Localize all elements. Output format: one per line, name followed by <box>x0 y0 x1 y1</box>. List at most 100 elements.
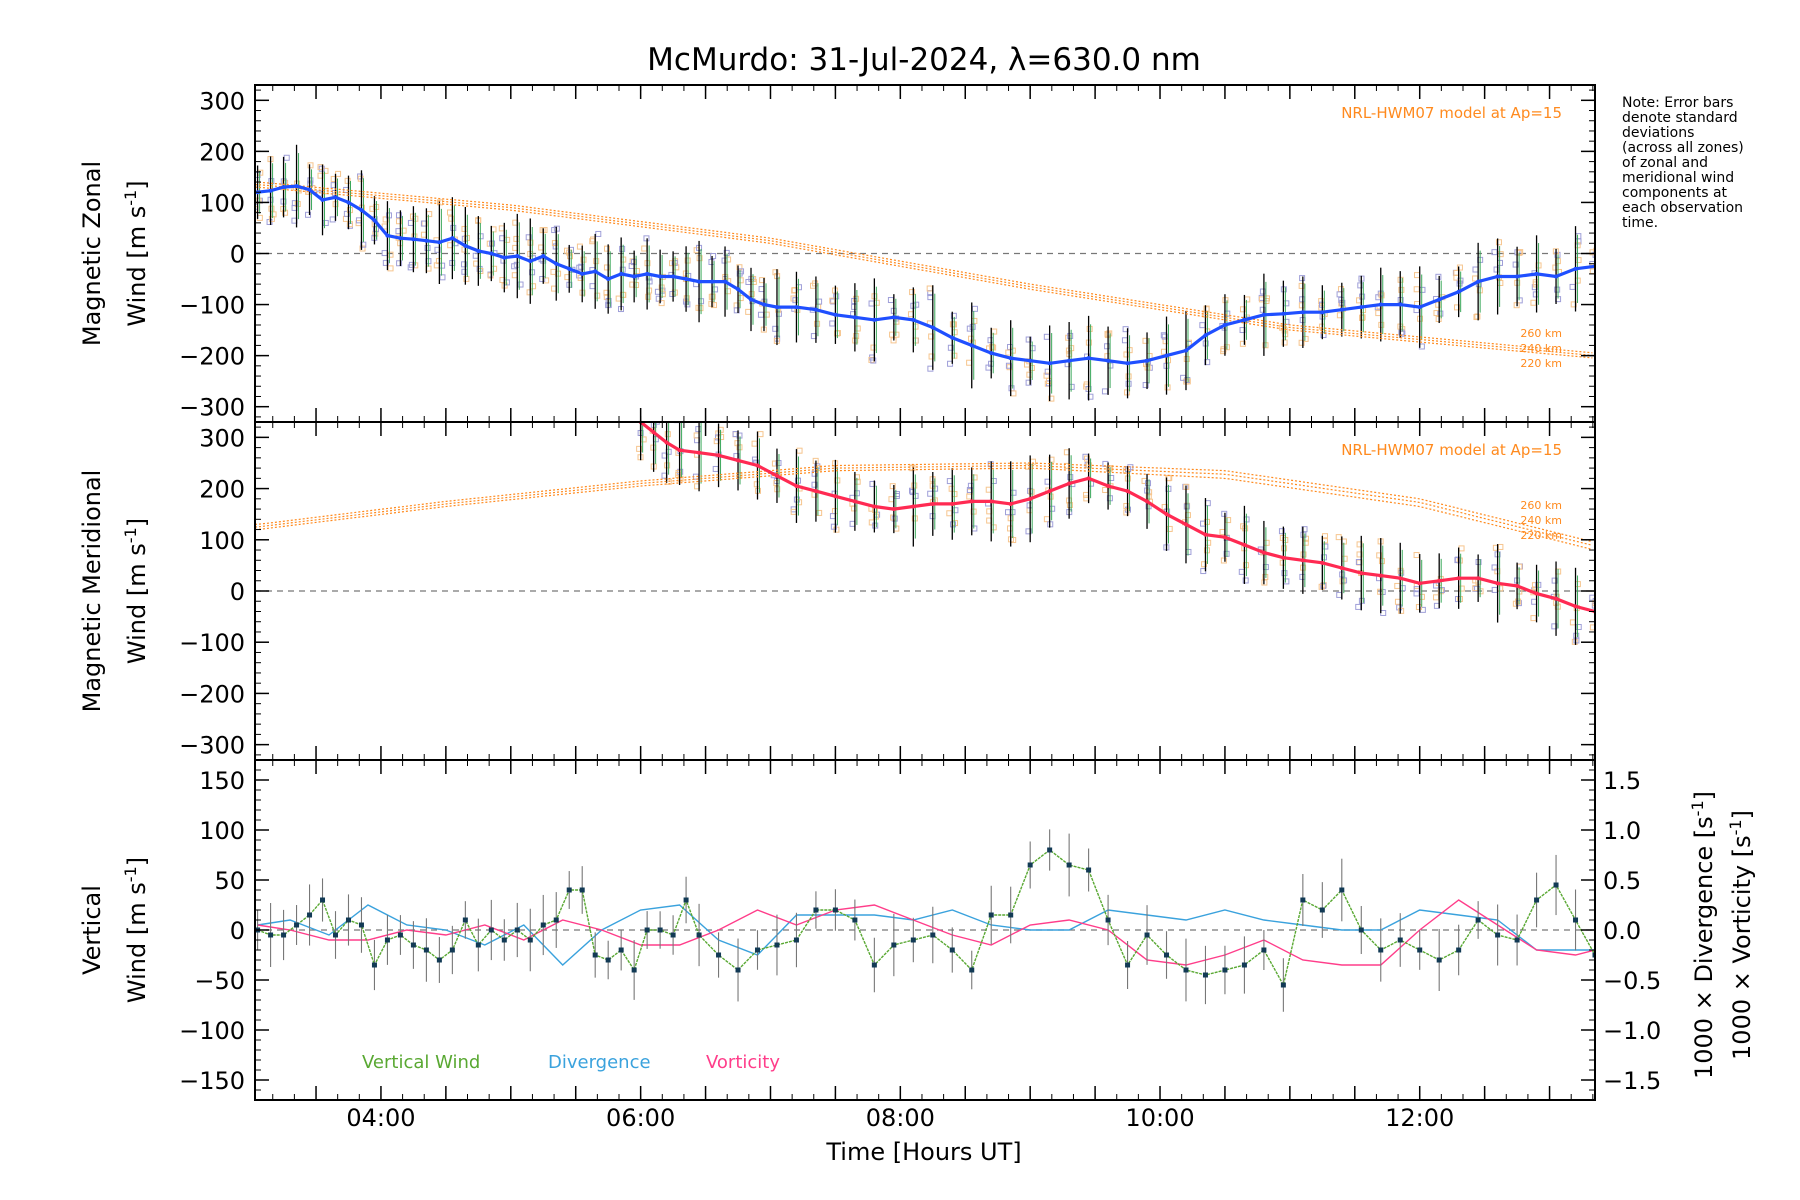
zone-point <box>1084 455 1091 462</box>
zone-point <box>1025 336 1032 343</box>
wind-point <box>1378 573 1383 578</box>
y2-tick-label: −0.5 <box>1603 967 1661 995</box>
wind-point <box>1398 576 1403 581</box>
zone-point <box>1244 296 1251 303</box>
y-tick-label: 100 <box>199 527 245 555</box>
vertical-wind-point <box>852 917 858 923</box>
wind-point <box>1456 576 1461 581</box>
vertical-wind-point <box>930 932 936 938</box>
wind-point <box>489 251 494 256</box>
wind-point <box>1067 358 1072 363</box>
zone-point <box>772 269 779 276</box>
zone-point <box>829 513 836 520</box>
zone-point <box>282 209 289 216</box>
zone-point <box>372 230 379 237</box>
wind-point <box>1028 358 1033 363</box>
wind-point <box>1125 489 1130 494</box>
zone-point <box>526 289 533 296</box>
y-tick-label: 100 <box>199 189 245 217</box>
zone-point <box>461 268 468 275</box>
x-tick-label: 12:00 <box>1385 1104 1454 1132</box>
zone-point <box>463 275 470 282</box>
zone-point <box>1220 557 1227 564</box>
zone-point <box>461 225 468 232</box>
zone-point <box>577 274 584 281</box>
wind-point <box>346 200 351 205</box>
wind-point <box>930 501 935 506</box>
zone-point <box>335 170 342 177</box>
wind-point <box>1242 317 1247 322</box>
wind-point <box>813 489 818 494</box>
zone-point <box>872 522 879 529</box>
zone-point <box>639 408 644 413</box>
y-tick-label: −100 <box>179 1017 245 1045</box>
zone-point <box>664 431 671 438</box>
plot-area <box>255 829 1595 1012</box>
x-tick-label: 06:00 <box>606 1104 675 1132</box>
zone-point <box>1458 585 1465 592</box>
model-altitude-label: 240 km <box>1520 514 1562 527</box>
vertical-wind-point <box>1086 867 1092 873</box>
wind-point <box>1067 481 1072 486</box>
wind-point <box>1339 307 1344 312</box>
zone-point <box>511 272 518 279</box>
y-tick-label: −200 <box>179 680 245 708</box>
zone-point <box>1142 382 1149 389</box>
wind-point <box>1281 311 1286 316</box>
vorticity-axis-label: 1000 × Vorticity [s-1] <box>1726 810 1756 1060</box>
zone-point <box>1068 383 1075 390</box>
time-axis: 04:00 06:00 08:00 10:00 12:00 <box>346 1104 1454 1132</box>
zone-point <box>330 175 337 182</box>
wind-point <box>619 271 624 276</box>
zone-point <box>1575 257 1582 264</box>
zone-point <box>816 509 823 516</box>
wind-point <box>1320 560 1325 565</box>
vertical-wind-point <box>644 927 650 933</box>
zone-point <box>928 353 935 360</box>
vertical-wind-point <box>527 937 533 943</box>
wind-point <box>930 325 935 330</box>
zone-point <box>1571 638 1578 645</box>
zone-point <box>1532 291 1539 298</box>
zone-point <box>1359 293 1366 300</box>
vertical-wind-point <box>488 927 494 933</box>
zonal-wind-line <box>257 184 1595 365</box>
model-curve <box>255 467 1593 550</box>
zone-point <box>1283 578 1290 585</box>
zone-point <box>1298 302 1305 309</box>
wind-point <box>1359 571 1364 576</box>
zone-point <box>1086 325 1093 332</box>
vertical-wind-point <box>1241 962 1247 968</box>
zone-point <box>1123 509 1130 516</box>
vertical-wind-point <box>1339 887 1345 893</box>
zone-point <box>1240 523 1247 530</box>
y-axis-label-line2: Wind [m s-1] <box>121 518 151 664</box>
zone-point <box>1398 286 1405 293</box>
zone-point <box>1594 592 1595 599</box>
zone-point <box>675 469 682 476</box>
zone-point <box>889 331 896 338</box>
plot-area <box>255 144 1595 402</box>
vertical-wind-point <box>307 912 313 918</box>
wind-point <box>1203 532 1208 537</box>
zone-point <box>1355 603 1362 610</box>
zone-point <box>1010 489 1017 496</box>
zone-point <box>400 227 407 234</box>
zone-point <box>893 491 900 498</box>
zone-point <box>710 253 717 260</box>
vertical-wind-point <box>462 917 468 923</box>
wind-point <box>969 499 974 504</box>
vertical-wind-point <box>618 947 624 953</box>
zone-point <box>927 365 934 372</box>
zone-point <box>530 283 537 290</box>
zone-point <box>1398 607 1405 614</box>
zone-point <box>1336 591 1343 598</box>
zone-point <box>346 221 353 228</box>
vertical-wind-point <box>1202 972 1208 978</box>
zone-point <box>966 359 973 366</box>
zone-point <box>513 235 520 242</box>
vertical-wind-point <box>949 947 955 953</box>
zone-point <box>695 426 702 433</box>
zone-point <box>1161 333 1168 340</box>
zone-point <box>636 445 643 452</box>
